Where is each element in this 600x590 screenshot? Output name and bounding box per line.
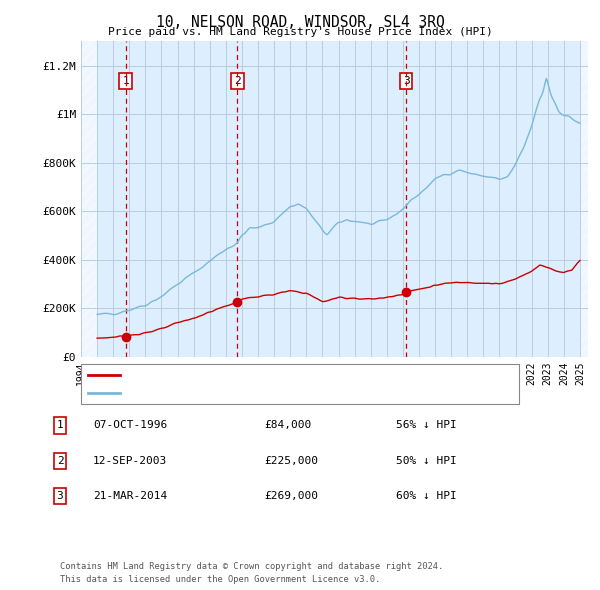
Text: 3: 3: [403, 76, 410, 86]
Text: £269,000: £269,000: [264, 491, 318, 501]
Text: 21-MAR-2014: 21-MAR-2014: [93, 491, 167, 501]
Text: 3: 3: [56, 491, 64, 501]
Text: 2: 2: [234, 76, 241, 86]
Bar: [580, 41, 588, 357]
Text: 1: 1: [122, 76, 129, 86]
Text: 10, NELSON ROAD, WINDSOR, SL4 3RQ: 10, NELSON ROAD, WINDSOR, SL4 3RQ: [155, 15, 445, 30]
Text: 12-SEP-2003: 12-SEP-2003: [93, 456, 167, 466]
Text: 07-OCT-1996: 07-OCT-1996: [93, 421, 167, 430]
Text: Price paid vs. HM Land Registry's House Price Index (HPI): Price paid vs. HM Land Registry's House …: [107, 27, 493, 37]
Text: 50% ↓ HPI: 50% ↓ HPI: [396, 456, 457, 466]
Text: 2: 2: [56, 456, 64, 466]
Text: Contains HM Land Registry data © Crown copyright and database right 2024.: Contains HM Land Registry data © Crown c…: [60, 562, 443, 571]
Text: 56% ↓ HPI: 56% ↓ HPI: [396, 421, 457, 430]
Text: This data is licensed under the Open Government Licence v3.0.: This data is licensed under the Open Gov…: [60, 575, 380, 584]
Text: 10, NELSON ROAD, WINDSOR, SL4 3RQ (detached house): 10, NELSON ROAD, WINDSOR, SL4 3RQ (detac…: [126, 370, 439, 380]
Text: £225,000: £225,000: [264, 456, 318, 466]
Text: 1: 1: [56, 421, 64, 430]
Text: £84,000: £84,000: [264, 421, 311, 430]
Text: 60% ↓ HPI: 60% ↓ HPI: [396, 491, 457, 501]
Text: HPI: Average price, detached house, Windsor and Maidenhead: HPI: Average price, detached house, Wind…: [126, 388, 488, 398]
Bar: [81, 41, 97, 357]
